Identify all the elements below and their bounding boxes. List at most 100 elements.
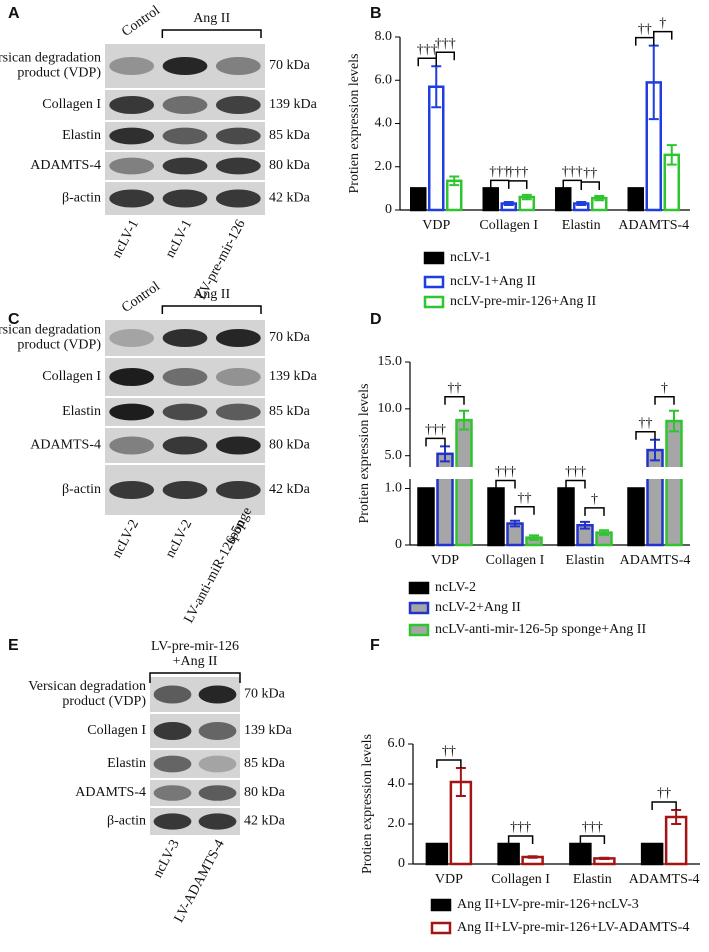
y-tick-label: 2.0 bbox=[388, 816, 406, 831]
blot-band bbox=[162, 57, 208, 75]
row-label: ADAMTS-4 bbox=[30, 158, 101, 173]
y-axis-label: Protien expression levels bbox=[360, 734, 375, 874]
blot-band bbox=[153, 685, 192, 704]
legend-swatch bbox=[430, 921, 452, 935]
blot-band bbox=[109, 481, 155, 499]
legend-label: ncLV-pre-mir-126+Ang II bbox=[450, 294, 596, 309]
significance-bracket bbox=[495, 479, 516, 489]
row-label: Versican degradation bbox=[0, 51, 101, 66]
error-bar bbox=[594, 194, 605, 202]
legend-swatch bbox=[430, 898, 452, 912]
bar bbox=[555, 187, 572, 212]
blot-band bbox=[153, 785, 192, 801]
y-tick-label: 0 bbox=[395, 537, 402, 552]
y-tick-label: 4.0 bbox=[375, 116, 393, 131]
error-bar bbox=[459, 409, 469, 431]
kda-label: 70 kDa bbox=[244, 687, 286, 702]
bar bbox=[640, 842, 664, 866]
kda-label: 80 kDa bbox=[244, 785, 286, 800]
row-label: Elastin bbox=[62, 128, 101, 143]
blot-band bbox=[215, 189, 261, 208]
bar bbox=[646, 448, 664, 547]
blot-band bbox=[215, 127, 261, 145]
blot-band bbox=[215, 57, 261, 75]
blot-band bbox=[215, 96, 261, 114]
blot-band bbox=[109, 57, 155, 75]
row-label: product (VDP) bbox=[62, 694, 146, 709]
error-bar bbox=[576, 200, 587, 207]
error-bar bbox=[599, 856, 610, 860]
blot-band bbox=[215, 368, 261, 386]
row-label: β-actin bbox=[107, 814, 146, 829]
y-tick-label: 15.0 bbox=[378, 354, 403, 369]
kda-label: 80 kDa bbox=[269, 158, 311, 173]
significance-bracket bbox=[514, 505, 535, 515]
blot-band bbox=[215, 157, 261, 175]
row-label: Versican degradation bbox=[28, 679, 146, 694]
y-axis-label: Protien expression levels bbox=[347, 54, 362, 194]
bar bbox=[455, 418, 473, 547]
blot-band bbox=[109, 189, 155, 208]
significance-bracket bbox=[508, 180, 528, 189]
bar bbox=[557, 487, 575, 547]
significance-bracket bbox=[651, 801, 677, 810]
error-bar bbox=[527, 855, 538, 859]
significance-bracket bbox=[507, 835, 534, 844]
row-label: β-actin bbox=[62, 191, 101, 206]
blot-band bbox=[109, 157, 155, 175]
significance-label: ††† bbox=[425, 423, 446, 438]
y-tick-label: 0 bbox=[398, 856, 405, 871]
significance-bracket bbox=[435, 51, 455, 61]
treatment-label: Ang II bbox=[193, 11, 230, 26]
y-tick-label: 5.0 bbox=[385, 448, 403, 463]
legend-swatch bbox=[408, 581, 430, 595]
kda-label: 85 kDa bbox=[269, 128, 311, 143]
legend-swatch bbox=[423, 251, 445, 265]
blot-band bbox=[198, 785, 237, 801]
significance-label: †† bbox=[638, 22, 652, 37]
axis-break bbox=[404, 467, 690, 479]
x-tick-label: ADAMTS-4 bbox=[620, 553, 691, 568]
row-label: ADAMTS-4 bbox=[30, 438, 101, 453]
blot-band bbox=[215, 403, 261, 421]
error-bar bbox=[449, 175, 460, 187]
bar bbox=[425, 842, 449, 866]
bar bbox=[410, 187, 427, 212]
error-bar bbox=[669, 409, 679, 433]
y-tick-label: 1.0 bbox=[385, 481, 403, 496]
treatment-label: Ang II bbox=[193, 287, 230, 302]
panel-letter: E bbox=[8, 637, 19, 654]
significance-bracket bbox=[436, 759, 462, 768]
row-label: Elastin bbox=[62, 404, 101, 419]
error-bar bbox=[599, 529, 609, 536]
kda-label: 42 kDa bbox=[269, 482, 311, 497]
significance-label: ††† bbox=[565, 465, 586, 480]
y-tick-label: 6.0 bbox=[375, 72, 393, 87]
control-label: Control bbox=[119, 3, 163, 40]
blot-band bbox=[198, 685, 237, 704]
error-bar bbox=[510, 519, 520, 528]
significance-label: †† bbox=[448, 381, 462, 396]
blot-band bbox=[198, 755, 237, 773]
significance-bracket bbox=[580, 181, 600, 190]
x-tick-label: Elastin bbox=[566, 553, 605, 568]
x-tick-label: Elastin bbox=[562, 218, 601, 233]
significance-label: †† bbox=[639, 416, 653, 431]
panel-letter: B bbox=[370, 5, 382, 22]
bar bbox=[497, 842, 520, 866]
row-label: Elastin bbox=[107, 756, 146, 771]
kda-label: 70 kDa bbox=[269, 58, 311, 73]
x-tick-label: VDP bbox=[422, 218, 450, 233]
y-axis-label: Protien expression levels bbox=[357, 384, 372, 524]
significance-bracket bbox=[417, 57, 437, 67]
lane-label: ncLV-3 bbox=[150, 837, 182, 880]
x-tick-label: VDP bbox=[435, 872, 463, 887]
bar bbox=[487, 487, 505, 547]
legend-label: ncLV-2+Ang II bbox=[435, 600, 521, 615]
row-label: Collagen I bbox=[42, 369, 101, 384]
x-tick-label: ADAMTS-4 bbox=[618, 218, 689, 233]
row-label: Collagen I bbox=[87, 723, 146, 738]
y-tick-label: 4.0 bbox=[388, 776, 406, 791]
row-label: Versican degradation bbox=[0, 323, 101, 338]
error-bar bbox=[529, 534, 539, 541]
